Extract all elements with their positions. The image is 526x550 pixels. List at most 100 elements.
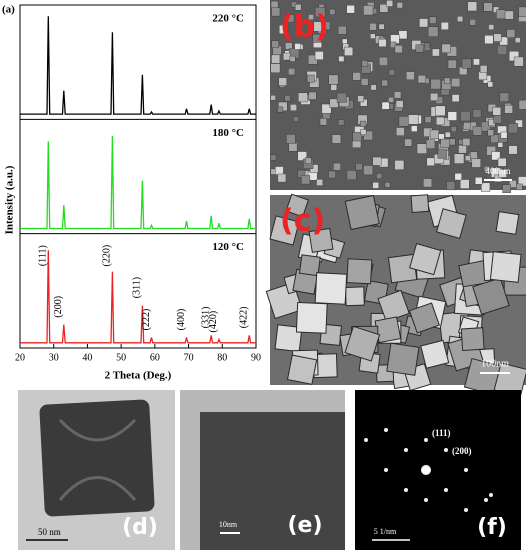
cube: [447, 59, 457, 69]
cube: [454, 173, 462, 181]
cube: [507, 123, 518, 134]
cube: [481, 182, 491, 192]
cube: [483, 2, 493, 12]
cube: [285, 42, 293, 50]
spot: [404, 448, 408, 452]
cube: [328, 170, 336, 179]
panel-label: (d): [122, 515, 158, 540]
cube: [424, 116, 432, 123]
cube: [509, 180, 517, 188]
cube: [277, 106, 284, 113]
scale-label: 5 1/nm: [374, 527, 397, 536]
cube: [502, 184, 511, 194]
cube: [345, 286, 365, 307]
series-label: 120 °C: [212, 241, 244, 253]
spot: [464, 508, 468, 512]
cube: [298, 254, 321, 277]
cube: [372, 156, 382, 166]
cube: [435, 105, 446, 116]
cube: [395, 100, 404, 108]
cube: [301, 175, 311, 185]
cube: [436, 116, 445, 126]
cube: [483, 166, 490, 172]
cube: [396, 2, 403, 9]
cube: [417, 75, 426, 84]
cube: [504, 104, 513, 114]
scale-label: 50 nm: [38, 527, 61, 537]
cube: [488, 24, 495, 31]
cube: [495, 211, 520, 235]
diffraction-spots: [364, 428, 493, 512]
spot: [484, 498, 488, 502]
cube: [286, 14, 295, 23]
cube: [286, 134, 296, 144]
peak-label: (422): [239, 307, 250, 329]
cube: [394, 91, 402, 99]
spot: [489, 493, 493, 497]
cube: [453, 153, 465, 164]
cube: [307, 74, 315, 83]
cube: [432, 48, 440, 57]
cube: [458, 144, 467, 154]
cube: [344, 194, 380, 231]
cube: [450, 126, 457, 133]
cube: [295, 4, 302, 11]
cube: [398, 116, 409, 127]
sem-texture: [270, 0, 526, 194]
cube: [492, 107, 502, 116]
peak-label: (420): [208, 311, 219, 333]
cube: [308, 227, 334, 253]
cube: [518, 99, 526, 110]
cube: [316, 179, 324, 186]
cube: [474, 177, 483, 185]
cube: [499, 92, 510, 102]
x-tick-label: 90: [251, 352, 261, 363]
cube: [346, 170, 357, 180]
sem-texture: [265, 193, 526, 398]
cube: [479, 65, 488, 73]
plot-frame: [19, 4, 257, 349]
cube: [411, 125, 418, 132]
cube: [516, 183, 523, 191]
cube: [438, 133, 445, 140]
y-axis-label: Intensity (a.u.): [4, 165, 16, 234]
cube: [410, 194, 430, 214]
peak-label: (311): [132, 277, 143, 298]
cube: [423, 178, 433, 188]
cube: [469, 19, 476, 26]
peak-label: (111): [38, 245, 49, 266]
x-tick-label: 70: [184, 352, 194, 363]
cube: [336, 92, 347, 103]
cube: [437, 149, 447, 159]
cube: [440, 22, 449, 30]
cube: [478, 71, 488, 81]
cube: [471, 158, 481, 168]
cube: [441, 43, 451, 53]
peak-label: (400): [176, 309, 187, 331]
cube: [394, 45, 403, 54]
cube: [460, 110, 471, 122]
cube: [286, 354, 318, 385]
cube: [494, 174, 502, 183]
spot: [364, 438, 368, 442]
cube: [308, 91, 317, 100]
spot: [404, 488, 408, 492]
cube: [451, 94, 460, 103]
contrast-fringe: [58, 418, 137, 501]
cube: [493, 33, 502, 42]
cube: [277, 173, 287, 183]
cube: [289, 55, 296, 62]
cube: [429, 129, 439, 139]
cube: [282, 52, 291, 61]
scale-label: 400nm: [485, 166, 510, 176]
cube: [319, 118, 328, 126]
cube: [360, 129, 367, 135]
cube: [333, 162, 341, 171]
cube: [451, 78, 461, 88]
cube: [390, 41, 397, 48]
cube: [405, 71, 415, 81]
cube: [419, 18, 429, 28]
cube: [444, 77, 451, 84]
cube: [497, 157, 507, 167]
